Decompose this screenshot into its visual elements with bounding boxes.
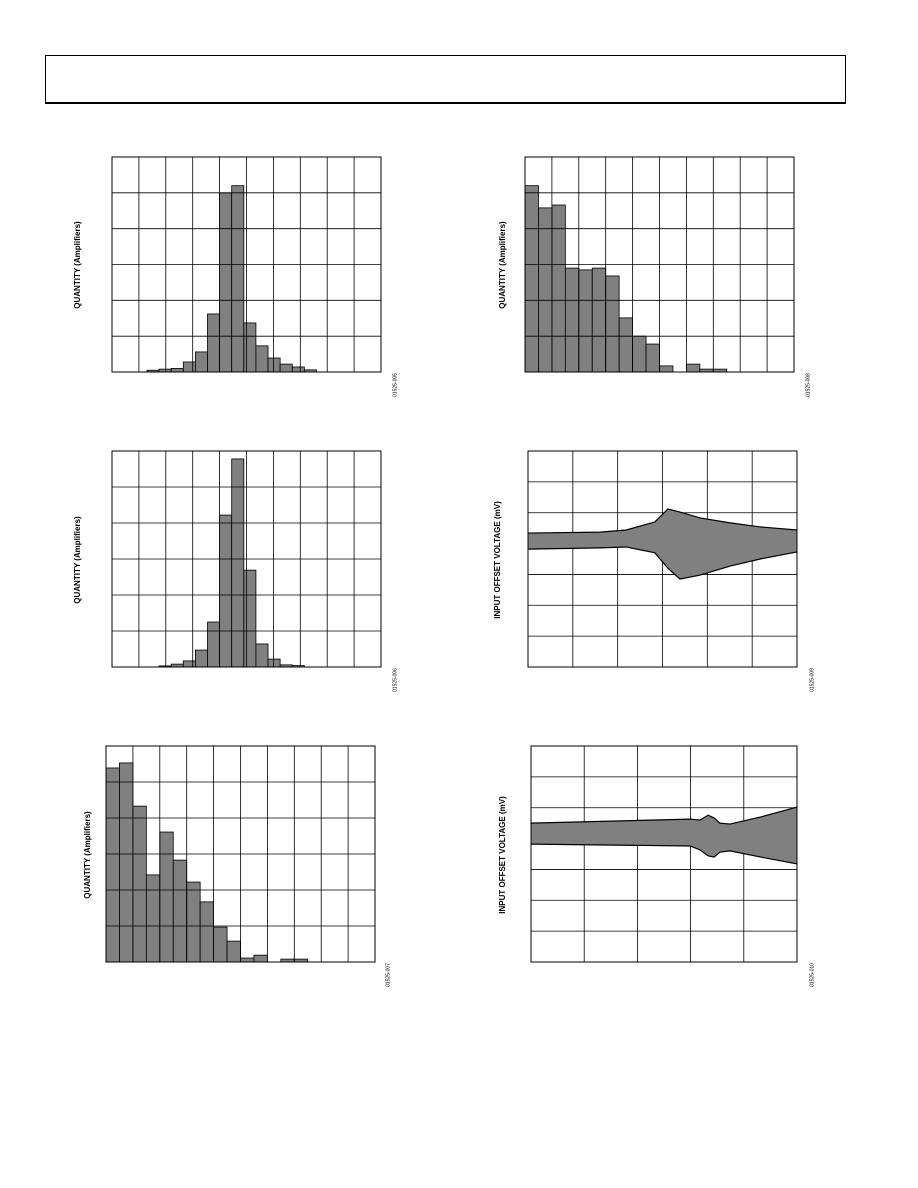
histogram-bar — [219, 192, 233, 373]
figure-code: 01525-009 — [809, 668, 815, 692]
histogram-bar — [145, 874, 161, 963]
histogram-bar — [564, 267, 580, 373]
histogram-bar — [632, 335, 647, 373]
histogram-bar — [255, 643, 269, 668]
histogram-bar — [159, 831, 174, 963]
histogram-bar — [119, 762, 134, 963]
histogram-bar — [253, 954, 268, 963]
histogram-bar — [618, 317, 634, 373]
histogram-bar — [186, 881, 201, 963]
band-lower-line — [530, 843, 798, 865]
histogram-bar — [207, 621, 220, 668]
histogram-bar — [255, 345, 269, 373]
histogram-bar — [524, 185, 539, 373]
y-axis-label: QUANTITY (Amplifiers) — [498, 221, 507, 309]
histogram-bar — [686, 363, 701, 373]
histogram-bar — [194, 351, 208, 373]
band-upper-line — [530, 806, 798, 825]
histogram-bar — [194, 649, 208, 668]
plot-frame — [111, 450, 382, 668]
histogram-bar — [219, 514, 233, 668]
plot-frame — [111, 156, 382, 373]
histogram-bar — [605, 275, 620, 373]
band-upper-line — [527, 508, 798, 534]
band-fill — [528, 509, 797, 580]
histogram-bar — [591, 267, 607, 373]
plot-frame — [530, 745, 798, 963]
histogram-bar — [645, 343, 660, 373]
histogram-bar — [170, 368, 184, 373]
figure-code: 01525-008 — [805, 373, 811, 397]
histogram-bar — [105, 767, 120, 963]
histogram-bar — [538, 207, 553, 373]
histogram-bar — [199, 901, 214, 963]
figure-code: 01525-006 — [392, 668, 398, 692]
figure-code: 01525-007 — [385, 963, 391, 987]
figure-code: 01525-010 — [809, 963, 815, 987]
plot-frame — [527, 450, 798, 668]
band-lower-line — [527, 546, 798, 580]
y-axis-label: QUANTITY (Amplifiers) — [73, 516, 82, 604]
histogram-bar — [231, 185, 245, 373]
histogram-bar — [231, 458, 245, 668]
histogram-bar — [182, 660, 196, 668]
histogram-bar — [243, 322, 257, 373]
histogram-bar — [240, 957, 255, 963]
y-axis-label: QUANTITY (Amplifiers) — [83, 811, 92, 899]
histogram-bar — [551, 204, 566, 373]
figure-code: 01525-005 — [392, 373, 398, 397]
y-axis-label: INPUT OFFSET VOLTAGE (mV) — [498, 796, 507, 914]
y-axis-label: INPUT OFFSET VOLTAGE (mV) — [493, 501, 502, 619]
histogram-bar — [226, 940, 241, 963]
histogram-bar — [172, 859, 188, 963]
histogram-bar — [659, 365, 674, 373]
histogram-bar — [267, 357, 281, 373]
histogram-bar — [182, 361, 196, 373]
histogram-bar — [213, 926, 228, 963]
plot-frame — [524, 156, 795, 373]
band-fill — [531, 807, 797, 864]
histogram-bar — [279, 363, 293, 373]
histogram-bar — [243, 569, 257, 668]
plot-frame — [105, 745, 376, 963]
histogram-bar — [267, 658, 281, 668]
histogram-bar — [578, 269, 593, 373]
histogram-bar — [291, 366, 305, 373]
histogram-bar — [132, 805, 147, 963]
y-axis-label: QUANTITY (Amplifiers) — [73, 221, 82, 309]
histogram-bar — [207, 313, 220, 373]
